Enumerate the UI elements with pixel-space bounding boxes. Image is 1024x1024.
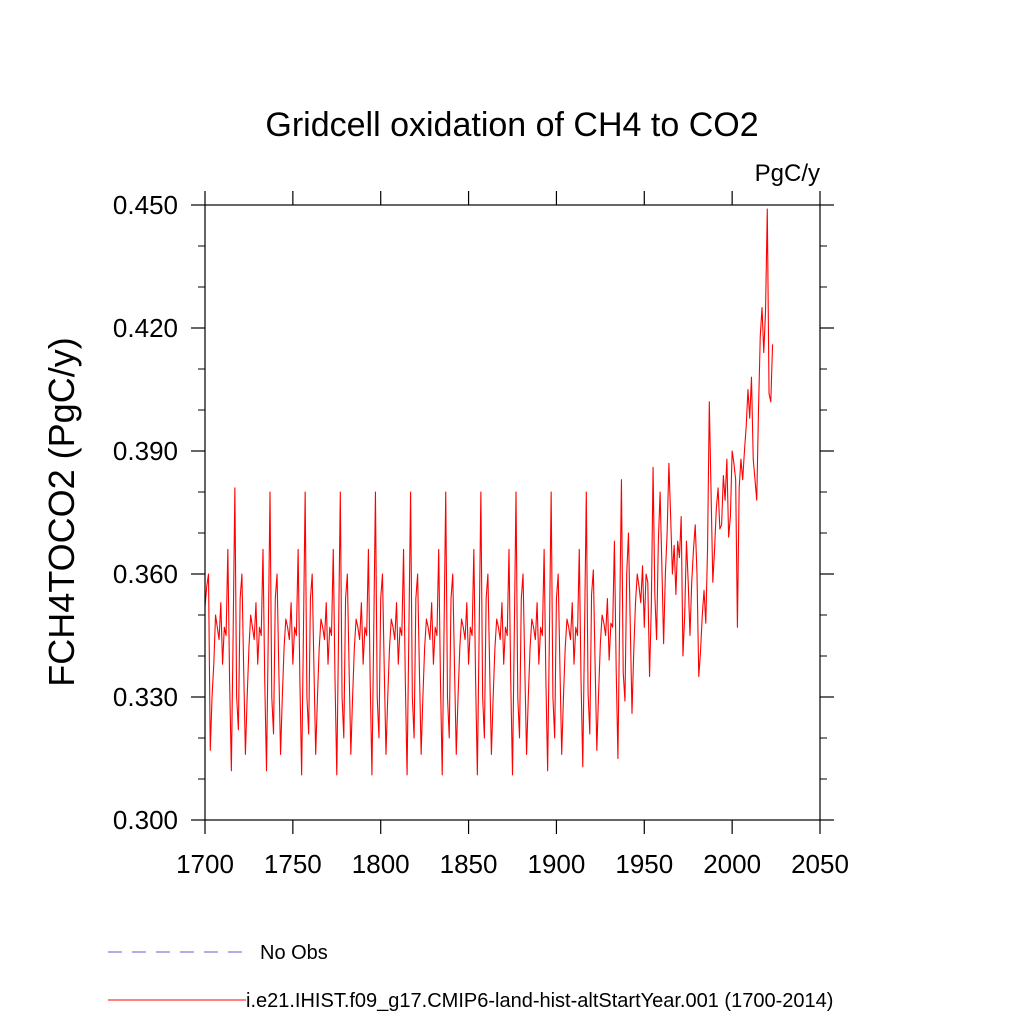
axis-tick-labels: 1700 1750 1800 1850 1900 1950 2000 2050 0.300 0.3… [113,190,849,879]
legend-label-no-obs: No Obs [260,942,328,964]
x-tick-label-1700: 1700 [176,849,234,879]
y-tick-label-0.450: 0.450 [113,190,178,220]
chart-title: Gridcell oxidation of CH4 to CO2 [265,106,758,144]
x-tick-label-1850: 1850 [440,849,498,879]
x-tick-label-1800: 1800 [352,849,410,879]
x-tick-label-2050: 2050 [791,849,849,879]
plot-frame [204,204,821,821]
y-tick-label-0.420: 0.420 [113,313,178,343]
x-tick-label-1950: 1950 [615,849,673,879]
units-label: PgC/y [755,160,820,187]
series-layer [204,208,774,776]
x-tick-label-1900: 1900 [528,849,586,879]
y-tick-label-0.300: 0.300 [113,805,178,835]
y-tick-label-0.330: 0.330 [113,682,178,712]
y-tick-label-0.390: 0.390 [113,436,178,466]
y-tick-label-0.360: 0.360 [113,559,178,589]
x-tick-label-1750: 1750 [264,849,322,879]
x-tick-label-2000: 2000 [703,849,761,879]
axis-ticks [191,191,834,834]
legend: No Obs i.e21.IHIST.f09_g17.CMIP6-land-hi… [108,942,833,1012]
y-axis-label: FCH4TOCO2 (PgC/y) [41,337,82,686]
legend-label-model-run: i.e21.IHIST.f09_g17.CMIP6-land-hist-altS… [246,990,833,1012]
series-line-0 [204,208,774,776]
